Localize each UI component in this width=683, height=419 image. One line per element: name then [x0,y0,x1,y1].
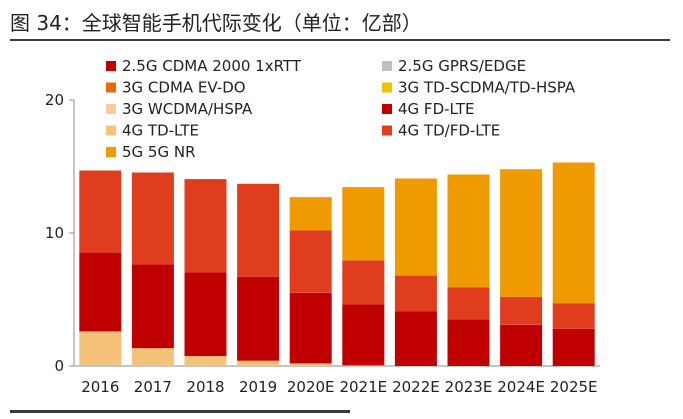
bar-segment [131,348,174,366]
legend-swatch [106,125,116,136]
legend-swatch [382,125,392,136]
bar-segment [131,172,174,265]
x-tick-label: 2020E [287,378,335,396]
legend-label: 2.5G GPRS/EDGE [398,57,526,75]
x-tick-label: 2022E [392,378,440,396]
x-tick-label: 2016 [81,378,119,396]
bar-segment [342,365,385,366]
bar-segment [447,287,490,320]
bar-segment [237,183,280,277]
legend-swatch [382,61,392,71]
y-tick-label: 10 [45,224,64,242]
bar-segment [500,296,543,325]
x-tick-label: 2021E [339,378,387,396]
bar-segment [342,187,385,261]
y-tick-label: 20 [45,91,64,109]
bar-segment [552,328,595,366]
bar-segment [500,324,543,366]
legend-label: 3G WCDMA/HSPA [122,100,253,118]
x-tick-label: 2024E [497,378,545,396]
legend: 2.5G CDMA 2000 1xRTT 2.5G GPRS/EDGE 3G CDM… [106,57,576,161]
legend-swatch [106,61,116,71]
legend-swatch [106,147,116,157]
legend-label: 2.5G CDMA 2000 1xRTT [122,57,302,75]
legend-label: 3G CDMA EV-DO [122,79,246,97]
bar-segment [500,169,543,297]
bottom-divider [10,410,350,413]
bars-layer [79,162,595,366]
bar-segment [289,230,332,293]
bar-segment [289,197,332,231]
chart-title: 图 34：全球智能手机代际变化（单位：亿部） [10,11,422,35]
bar-segment [552,162,595,304]
bar-segment [552,303,595,329]
bar-segment [289,292,332,364]
title-divider [10,39,670,41]
legend-label: 4G TD/FD-LTE [398,122,500,140]
bar-segment [289,363,332,366]
legend-label: 4G TD-LTE [122,122,199,140]
legend-label: 3G TD-SCDMA/TD-HSPA [398,79,576,97]
bar-segment [184,179,227,273]
x-tick-label: 2019 [239,378,277,396]
bar-segment [447,319,490,366]
bar-segment [447,174,490,288]
legend-swatch [106,82,116,93]
bar-segment [184,272,227,356]
legend-label: 4G FD-LTE [398,100,474,118]
legend-swatch [106,104,116,114]
x-tick-label: 2023E [445,378,493,396]
x-tick-label: 2025E [550,378,598,396]
legend-label: 5G 5G NR [122,143,196,161]
bar-segment [342,260,385,305]
bar-segment [184,356,227,366]
bar-segment [237,276,280,361]
legend-swatch [382,82,392,93]
bar-segment [184,365,227,366]
x-tick-label: 2018 [186,378,224,396]
bar-segment [79,331,122,365]
bar-segment [131,264,174,349]
bar-segment [79,364,122,366]
bar-segment [79,252,122,332]
y-tick-label: 0 [54,357,64,375]
bar-segment [394,311,437,366]
bar-segment [342,304,385,366]
bar-segment [394,178,437,276]
bar-segment [394,275,437,312]
bar-segment [237,360,280,366]
legend-swatch [382,104,392,114]
x-tick-label: 2017 [134,378,172,396]
bar-segment [131,365,174,366]
bar-segment [79,170,122,253]
